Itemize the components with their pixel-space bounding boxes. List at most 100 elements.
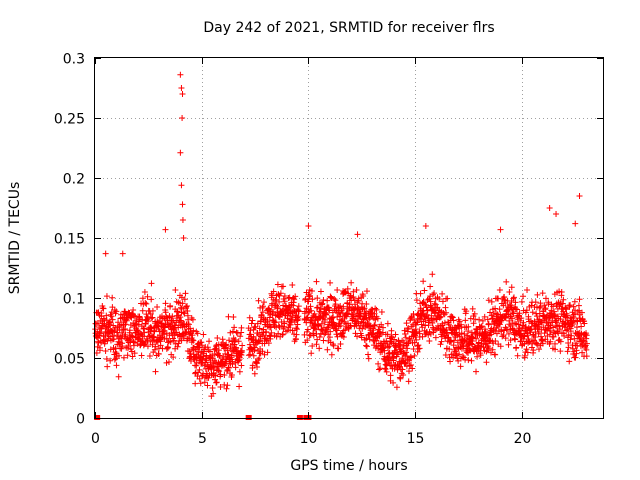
data-point [477,352,484,359]
data-point [308,307,315,314]
data-point [235,338,242,345]
data-point [442,351,449,358]
data-point [533,340,540,347]
data-point [518,315,525,322]
data-point [246,314,253,321]
data-point [108,309,115,316]
data-point [234,330,241,337]
data-point [102,250,109,257]
data-point [293,326,300,333]
data-point [198,339,205,346]
data-point [259,309,266,316]
y-tick-label: 0 [76,412,85,428]
data-point [363,300,370,307]
data-point [250,352,257,359]
data-point [174,308,181,315]
data-point [148,296,155,303]
data-point [579,337,586,344]
data-point [289,327,296,334]
data-point [581,320,588,327]
data-point [169,313,176,320]
data-point [391,365,398,372]
data-point [292,293,299,300]
data-point [279,331,286,338]
data-point [330,342,337,349]
data-point [350,288,357,295]
data-point [417,290,424,297]
data-point [456,318,463,325]
data-point [403,353,410,360]
data-point [266,314,273,321]
y-tick-label: 0.3 [63,52,85,68]
data-point [469,305,476,312]
data-point [289,281,296,288]
data-point [162,226,169,233]
data-point [258,311,265,318]
data-point [510,295,517,302]
data-point [152,343,159,350]
data-point [378,321,385,328]
data-point [317,288,324,295]
chart-title: Day 242 of 2021, SRMTID for receiver flr… [203,20,494,36]
data-point [576,315,583,322]
data-point [103,293,110,300]
data-point [152,368,159,375]
data-point [322,316,329,323]
data-point [264,349,271,356]
data-point [309,343,316,350]
data-point [385,343,392,350]
data-point [481,313,488,320]
data-point [538,333,545,340]
data-point [340,303,347,310]
data-point [390,379,397,386]
data-point [370,327,377,334]
data-point [304,337,311,344]
data-point [402,334,409,341]
data-point [129,333,136,340]
data-point [569,321,576,328]
data-point [538,337,545,344]
data-point [407,353,414,360]
data-point [171,337,178,344]
data-point [437,341,444,348]
data-point [470,320,477,327]
data-point [388,327,395,334]
data-point [314,336,321,343]
data-point [564,348,571,355]
data-point [354,333,361,340]
data-point [518,298,525,305]
data-point [97,330,104,337]
data-point [322,329,329,336]
data-point [259,348,266,355]
data-point [350,294,357,301]
data-point [429,271,436,278]
data-point [499,333,506,340]
data-point [414,348,421,355]
data-point [497,226,504,233]
data-point [363,343,370,350]
data-point [223,367,230,374]
data-point [556,288,563,295]
data-point [510,294,517,301]
data-point [216,368,223,375]
data-point [521,333,528,340]
data-point [414,319,421,326]
data-point [334,287,341,294]
y-tick-label: 0.15 [54,232,85,248]
data-point [223,341,230,348]
data-point [523,307,530,314]
data-point [403,363,410,370]
data-point [184,302,191,309]
data-point [148,280,155,287]
data-point [393,384,400,391]
data-point [179,300,186,307]
data-point [413,336,420,343]
data-point [524,349,531,356]
data-point [314,295,321,302]
data-point [492,305,499,312]
data-point [115,319,122,326]
data-point [504,326,511,333]
data-point [376,366,383,373]
data-point [216,352,223,359]
